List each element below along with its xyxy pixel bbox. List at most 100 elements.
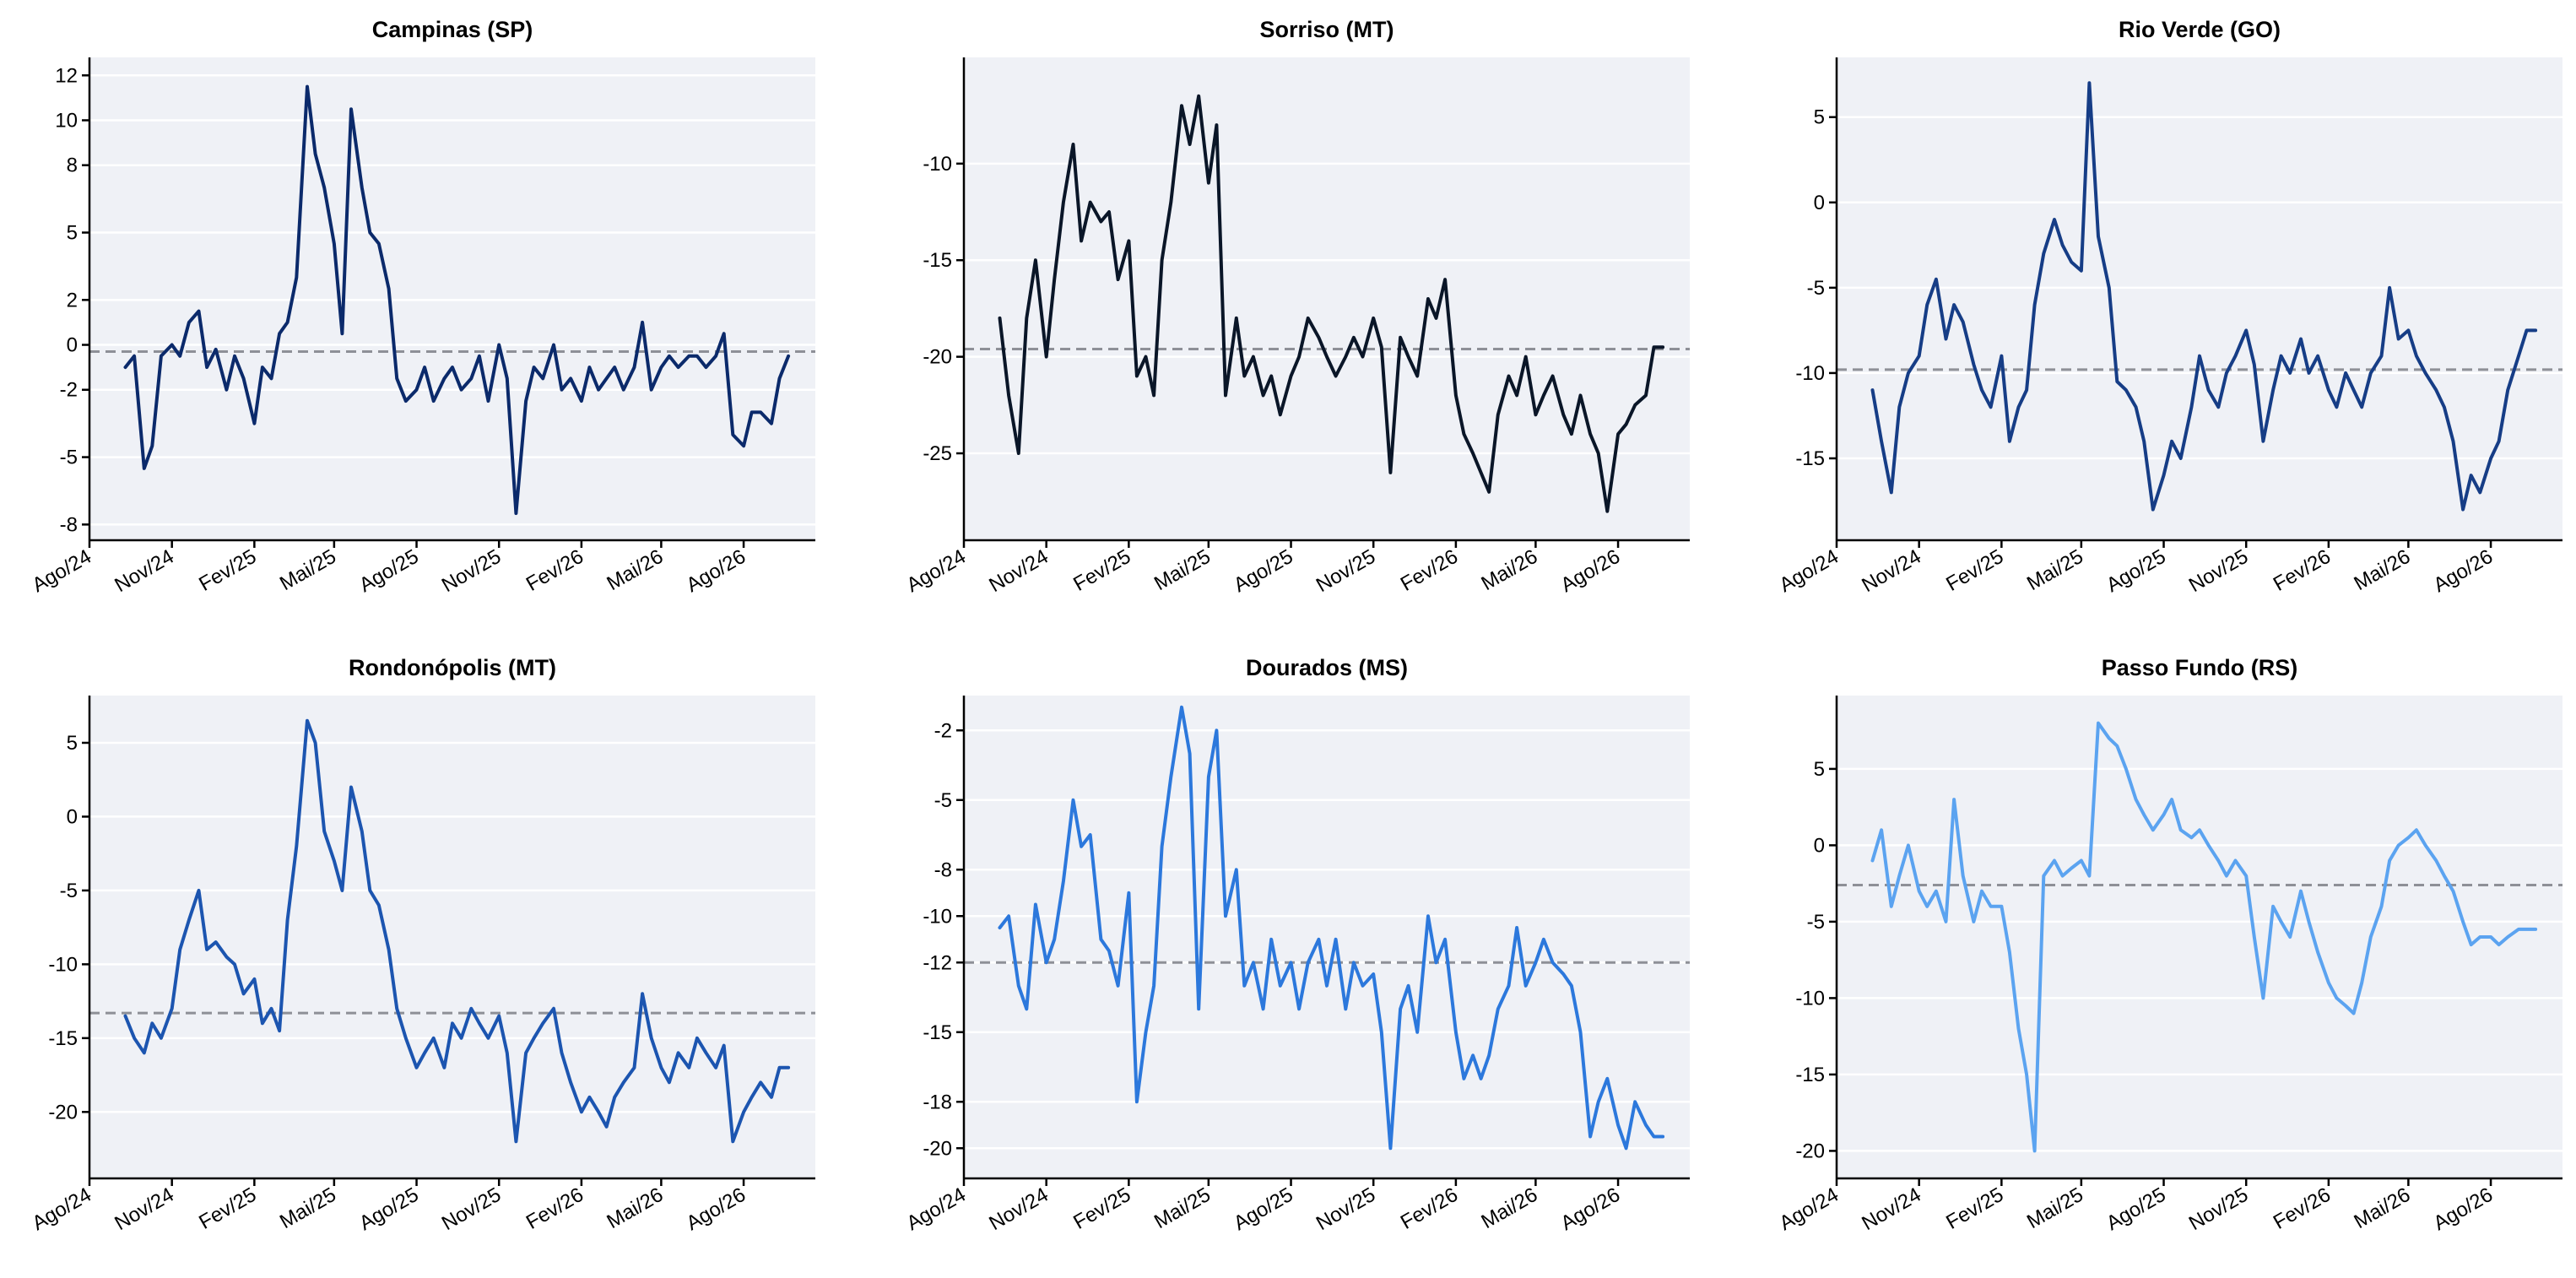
series-line bbox=[998, 94, 1665, 513]
y-tick-label: -10 bbox=[923, 905, 952, 928]
chart-panel: Passo Fundo (RS) 5 0 -5 -10 -15 -20 Ago/24 Nov/2… bbox=[1776, 655, 2562, 1235]
panel-title: Campinas (SP) bbox=[372, 17, 533, 42]
x-tick-label: Nov/25 bbox=[438, 545, 505, 597]
x-tick-label: Ago/25 bbox=[355, 545, 422, 597]
y-tick-label: -5 bbox=[934, 789, 952, 812]
x-tick-label: Fev/25 bbox=[195, 545, 260, 596]
y-tick-label: -2 bbox=[934, 719, 952, 742]
x-tick-label: Fev/26 bbox=[522, 545, 587, 596]
y-tick-label: 0 bbox=[67, 334, 78, 357]
y-tick-label: -15 bbox=[923, 1021, 952, 1044]
x-tick-label: Ago/24 bbox=[1776, 1183, 1843, 1235]
x-tick-label: Fev/26 bbox=[1397, 545, 1462, 596]
x-tick-label: Nov/24 bbox=[1858, 1183, 1924, 1235]
y-tick-label: -15 bbox=[48, 1027, 78, 1050]
y-tick-label: 8 bbox=[67, 154, 78, 177]
x-tick-label: Ago/24 bbox=[1776, 545, 1843, 597]
y-tick-label: 5 bbox=[67, 222, 78, 245]
x-tick-label: Fev/26 bbox=[2270, 1183, 2335, 1234]
x-tick-label: Mai/25 bbox=[2023, 1183, 2087, 1233]
plot-area bbox=[964, 696, 1690, 1178]
x-tick-label: Fev/25 bbox=[1942, 1183, 2007, 1234]
panel-title: Dourados (MS) bbox=[1246, 655, 1408, 680]
x-tick-label: Mai/25 bbox=[276, 545, 340, 595]
x-tick-label: Nov/25 bbox=[438, 1183, 505, 1235]
x-tick-label: Ago/25 bbox=[1230, 545, 1296, 597]
x-tick-label: Nov/24 bbox=[985, 1183, 1052, 1235]
y-tick-label: -2 bbox=[60, 379, 78, 402]
y-tick-label: -10 bbox=[1795, 987, 1825, 1010]
chart-panel: Campinas (SP) 12 10 8 5 2 0 -2 -5 -8 Ago/24 Nov/24 F… bbox=[29, 17, 815, 597]
x-tick-label: Ago/25 bbox=[2102, 1183, 2169, 1235]
x-tick-label: Ago/24 bbox=[903, 1183, 970, 1235]
series-line bbox=[123, 84, 791, 516]
y-tick-label: -12 bbox=[923, 951, 952, 974]
x-tick-label: Nov/24 bbox=[111, 545, 177, 597]
x-tick-label: Ago/25 bbox=[1230, 1183, 1296, 1235]
x-tick-label: Ago/26 bbox=[2430, 1183, 2497, 1235]
x-tick-label: Mai/26 bbox=[1477, 545, 1541, 595]
plot-area bbox=[964, 57, 1690, 540]
chart-panel: Rondonópolis (MT) 5 0 -5 -10 -15 -20 Ago/24 Nov/… bbox=[29, 655, 815, 1235]
y-tick-label: -10 bbox=[923, 153, 952, 176]
y-tick-label: -20 bbox=[923, 346, 952, 369]
y-tick-label: 0 bbox=[67, 805, 78, 828]
plot-area bbox=[1837, 696, 2562, 1178]
x-tick-label: Ago/24 bbox=[29, 1183, 95, 1235]
x-tick-label: Ago/26 bbox=[2430, 545, 2497, 597]
plot-area bbox=[89, 696, 815, 1178]
y-tick-label: -15 bbox=[1795, 1064, 1825, 1086]
chart-panel: Rio Verde (GO) 5 0 -5 -10 -15 Ago/24 Nov/24 Fev/… bbox=[1776, 17, 2562, 597]
x-tick-label: Fev/26 bbox=[2270, 545, 2335, 596]
x-tick-label: Ago/24 bbox=[903, 545, 970, 597]
y-tick-label: -5 bbox=[1807, 911, 1825, 934]
y-tick-label: 12 bbox=[55, 64, 78, 87]
x-tick-label: Nov/24 bbox=[985, 545, 1052, 597]
y-tick-label: -20 bbox=[48, 1101, 78, 1124]
x-tick-label: Mai/25 bbox=[1150, 545, 1215, 595]
x-tick-label: Ago/26 bbox=[1557, 1183, 1624, 1235]
y-tick-label: -10 bbox=[1795, 362, 1825, 385]
chart-panel: Dourados (MS) -2 -5 -8 -10 -12 -15 -18 -20 Ago/24… bbox=[903, 655, 1690, 1235]
panel-title: Rio Verde (GO) bbox=[2119, 17, 2281, 42]
x-tick-label: Mai/26 bbox=[1477, 1183, 1541, 1233]
y-tick-label: 0 bbox=[1814, 192, 1825, 214]
x-tick-label: Mai/26 bbox=[2350, 545, 2414, 595]
y-tick-label: 5 bbox=[1814, 758, 1825, 781]
x-tick-label: Fev/25 bbox=[1069, 1183, 1134, 1234]
x-tick-label: Mai/25 bbox=[2023, 545, 2087, 595]
panel-title: Sorriso (MT) bbox=[1260, 17, 1394, 42]
x-tick-label: Ago/26 bbox=[683, 545, 750, 597]
x-tick-label: Mai/26 bbox=[2350, 1183, 2414, 1233]
x-tick-label: Fev/25 bbox=[1069, 545, 1134, 596]
plot-area bbox=[89, 57, 815, 540]
y-tick-label: -25 bbox=[923, 442, 952, 465]
x-tick-label: Nov/25 bbox=[1312, 1183, 1379, 1235]
panel-title: Rondonópolis (MT) bbox=[349, 655, 556, 680]
y-tick-label: 10 bbox=[55, 109, 78, 132]
x-tick-label: Fev/26 bbox=[522, 1183, 587, 1234]
panel-title: Passo Fundo (RS) bbox=[2102, 655, 2298, 680]
y-tick-label: -5 bbox=[60, 447, 78, 469]
y-tick-label: -18 bbox=[923, 1091, 952, 1113]
x-tick-label: Nov/24 bbox=[1858, 545, 1924, 597]
series-line bbox=[1870, 721, 2538, 1153]
x-tick-label: Nov/25 bbox=[1312, 545, 1379, 597]
x-tick-label: Nov/25 bbox=[2185, 1183, 2252, 1235]
x-tick-label: Fev/26 bbox=[1397, 1183, 1462, 1234]
y-tick-label: -5 bbox=[1807, 277, 1825, 300]
plot-area bbox=[1837, 57, 2562, 540]
x-tick-label: Ago/24 bbox=[29, 545, 95, 597]
y-tick-label: -15 bbox=[1795, 447, 1825, 470]
y-tick-label: -8 bbox=[60, 513, 78, 536]
x-tick-label: Nov/25 bbox=[2185, 545, 2252, 597]
x-tick-label: Ago/25 bbox=[355, 1183, 422, 1235]
x-tick-label: Mai/26 bbox=[603, 1183, 667, 1233]
x-tick-label: Ago/25 bbox=[2102, 545, 2169, 597]
y-tick-label: 2 bbox=[67, 289, 78, 311]
series-line bbox=[998, 705, 1665, 1151]
y-tick-label: 5 bbox=[1814, 106, 1825, 129]
x-tick-label: Mai/25 bbox=[276, 1183, 340, 1233]
series-line bbox=[123, 718, 791, 1144]
x-tick-label: Mai/26 bbox=[603, 545, 667, 595]
